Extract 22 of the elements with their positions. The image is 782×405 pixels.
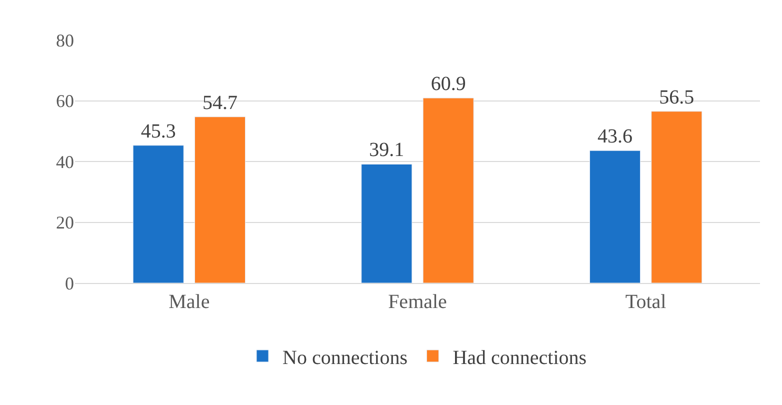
bar xyxy=(422,98,474,283)
x-tick-label: Female xyxy=(388,291,448,313)
data-label: 39.1 xyxy=(369,139,404,162)
bar xyxy=(589,150,641,283)
legend-label: No connections xyxy=(282,346,408,369)
y-tick-label: 40 xyxy=(56,152,74,172)
x-tick-label: Male xyxy=(168,291,210,313)
y-tick-label: 20 xyxy=(56,212,74,233)
data-label: 43.6 xyxy=(598,126,633,148)
bar xyxy=(132,145,184,283)
y-tick-label: 60 xyxy=(56,91,74,112)
bar xyxy=(651,111,702,283)
data-label: 60.9 xyxy=(430,73,466,96)
data-label: 54.7 xyxy=(202,92,238,114)
y-tick-label: 80 xyxy=(56,30,74,50)
bar xyxy=(361,164,412,283)
legend-label: Had connections xyxy=(452,346,587,369)
data-label: 56.5 xyxy=(659,86,694,108)
data-label: 45.3 xyxy=(140,120,176,142)
y-tick-label: 0 xyxy=(65,273,74,294)
x-tick-label: Total xyxy=(625,291,667,313)
bar xyxy=(194,116,246,283)
